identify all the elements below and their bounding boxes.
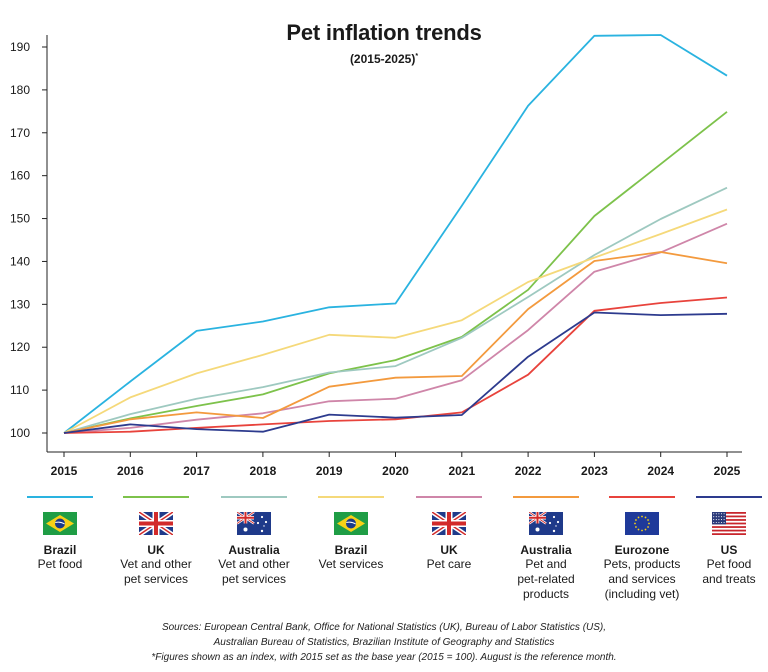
series-line-4	[63, 222, 728, 434]
legend-description: Pet food and treats	[684, 557, 768, 587]
legend-description: Pets, products and services (including vet…	[597, 557, 687, 602]
legend-item: UK Pet care	[404, 496, 494, 572]
x-tick-label: 2021	[448, 464, 475, 478]
legend-country: Australia	[520, 543, 572, 557]
y-tick-label: 190	[10, 40, 30, 54]
legend-swatch	[123, 496, 189, 498]
legend-description-line: pet-related	[517, 572, 575, 586]
y-tick-label: 130	[10, 297, 30, 311]
brazil-flag-icon	[15, 512, 105, 535]
sources-note: Sources: European Central Bank, Office f…	[0, 620, 768, 665]
legend-country: Eurozone	[614, 543, 670, 557]
legend-description-line: and treats	[702, 572, 756, 586]
legend-description-line: Pet care	[426, 557, 472, 571]
y-tick-label: 110	[10, 383, 29, 397]
x-tick-label: 2016	[117, 464, 144, 478]
x-tick-label: 2023	[581, 464, 608, 478]
legend-item: Eurozone Pets, products and services (inclu…	[597, 496, 687, 602]
x-tick-label: 2015	[51, 464, 78, 478]
legend-description-line: (including vet)	[604, 587, 680, 601]
legend-description: Pet and pet-related products	[501, 557, 591, 602]
legend-description-line: Vet and other	[120, 557, 192, 571]
legend-description-line: products	[522, 587, 570, 601]
series-line-7	[63, 311, 728, 434]
legend-description: Pet food	[15, 557, 105, 572]
legend-description-line: pet services	[123, 572, 189, 586]
y-tick-label: 140	[10, 254, 30, 268]
x-tick-label: 2025	[714, 464, 741, 478]
legend-item: Australia Pet and pet-related products	[501, 496, 591, 602]
legend-description: Pet care	[404, 557, 494, 572]
uk-flag-icon	[404, 512, 494, 535]
y-tick-label: 180	[10, 83, 30, 97]
legend-swatch	[696, 496, 762, 498]
series-line-6	[63, 296, 728, 434]
series-line-0	[63, 34, 728, 434]
legend-country: UK	[147, 543, 165, 557]
chart-title: Pet inflation trends	[286, 20, 482, 45]
x-tick-label: 2017	[183, 464, 210, 478]
legend-swatch	[416, 496, 482, 498]
legend-country: Australia	[228, 543, 280, 557]
eu-flag-icon	[597, 512, 687, 535]
y-tick-label: 120	[10, 340, 30, 354]
legend-swatch	[318, 496, 384, 498]
legend-description-line: Pet and	[525, 557, 567, 571]
legend-description-line: and services	[608, 572, 676, 586]
australia-flag-icon	[209, 512, 299, 535]
subtitle-text: (2015-2025)	[349, 52, 416, 66]
legend-description: Vet services	[306, 557, 396, 572]
y-tick-label: 150	[10, 212, 30, 226]
legend-description-line: Pet food	[37, 557, 83, 571]
legend-item: UK Vet and other pet services	[111, 496, 201, 587]
series-line-1	[63, 111, 728, 434]
legend-swatch	[221, 496, 287, 498]
legend-country: Brazil	[43, 543, 77, 557]
legend-item: Brazil Vet services	[306, 496, 396, 572]
legend-item: Australia Vet and other pet services	[209, 496, 299, 587]
x-tick-label: 2020	[382, 464, 409, 478]
sources-line-2: Australian Bureau of Statistics, Brazili…	[213, 637, 555, 648]
chart-axes: 100 110 120 130 140 150 160 170 180 190 2015 2016 20…	[10, 35, 742, 478]
footnote: *Figures shown as an index, with 2015 se…	[151, 652, 617, 663]
legend-description-line: Vet and other	[218, 557, 290, 571]
x-tick-label: 2022	[515, 464, 542, 478]
y-tick-label: 100	[10, 426, 30, 440]
legend-description-line: Pet food	[706, 557, 752, 571]
x-tick-label: 2019	[316, 464, 343, 478]
legend-description: Vet and other pet services	[111, 557, 201, 587]
legend-description-line: Pets, products	[603, 557, 681, 571]
legend-country: US	[720, 543, 738, 557]
series-line-5	[63, 251, 728, 434]
sources-line-1: Sources: European Central Bank, Office f…	[161, 622, 607, 633]
legend: Brazil Pet food UK Vet and other pet service…	[24, 496, 764, 606]
legend-description: Vet and other pet services	[209, 557, 299, 587]
legend-swatch	[513, 496, 579, 498]
y-tick-label: 160	[10, 169, 30, 183]
legend-swatch	[609, 496, 675, 498]
x-tick-label: 2024	[647, 464, 674, 478]
legend-item: Brazil Pet food	[15, 496, 105, 572]
legend-item: US Pet food and treats	[684, 496, 768, 587]
legend-description-line: Vet services	[318, 557, 384, 571]
legend-country: UK	[440, 543, 458, 557]
line-chart: 100 110 120 130 140 150 160 170 180 190 2015 2016 20…	[10, 34, 742, 478]
us-flag-icon	[684, 512, 768, 535]
legend-description-line: pet services	[221, 572, 287, 586]
y-tick-label: 170	[10, 126, 30, 140]
series-lines	[63, 34, 728, 434]
chart-subtitle: (2015-2025)*	[0, 52, 768, 66]
series-line-2	[63, 186, 728, 434]
x-tick-label: 2018	[250, 464, 277, 478]
series-line-3	[63, 208, 728, 434]
uk-flag-icon	[111, 512, 201, 535]
legend-country: Brazil	[334, 543, 368, 557]
subtitle-footnote-mark: *	[415, 53, 419, 60]
brazil-flag-icon	[306, 512, 396, 535]
legend-swatch	[27, 496, 93, 498]
australia-flag-icon	[501, 512, 591, 535]
